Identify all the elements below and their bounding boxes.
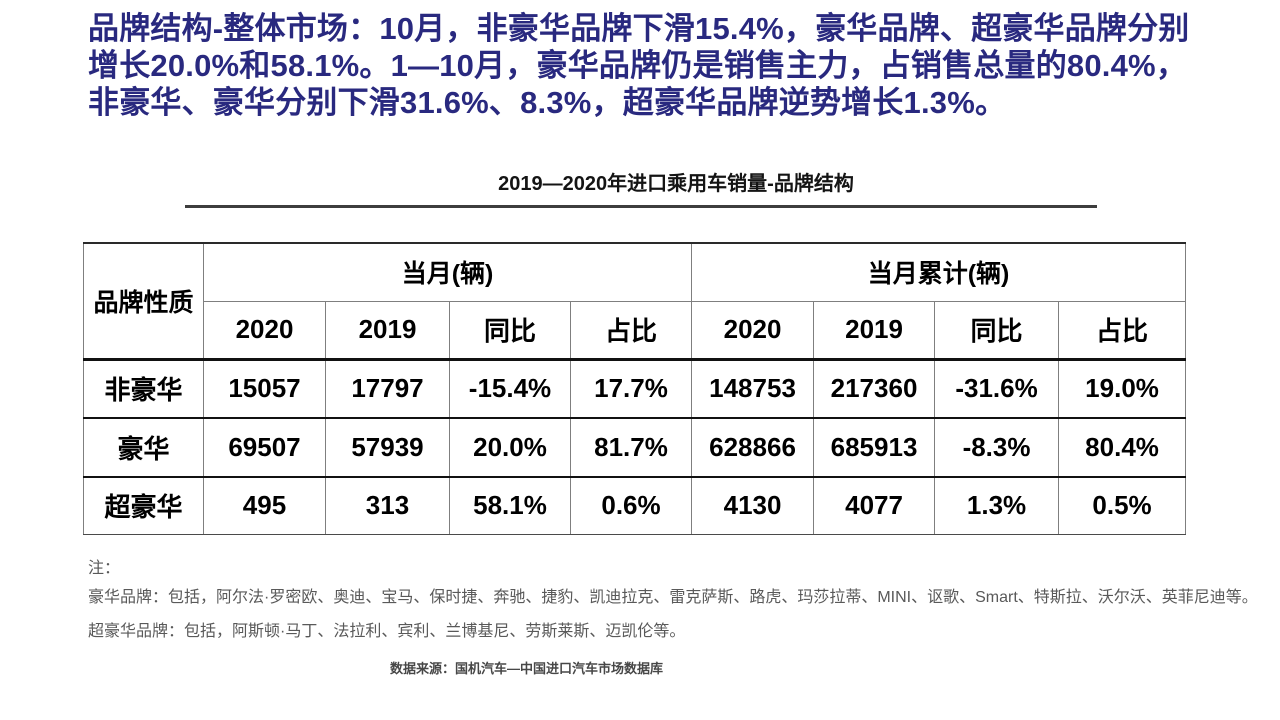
note-luxury-brands: 豪华品牌：包括，阿尔法·罗密欧、奥迪、宝马、保时捷、奔驰、捷豹、凯迪拉克、雷克萨… bbox=[88, 589, 1258, 606]
cell-month-2020: 69507 bbox=[203, 417, 326, 478]
cell-cum-yoy: -8.3% bbox=[934, 417, 1060, 478]
cell-month-2019: 17797 bbox=[325, 358, 450, 419]
cell-cum-yoy: -31.6% bbox=[934, 358, 1060, 419]
subheader-month-yoy: 同比 bbox=[449, 300, 571, 361]
table-row-non-luxury: 非豪华 15057 17797 -15.4% 17.7% 148753 2173… bbox=[83, 358, 1187, 419]
cell-cum-share: 0.5% bbox=[1058, 476, 1187, 535]
group-header-cumulative: 当月累计(辆) bbox=[691, 242, 1187, 302]
table-row-luxury: 豪华 69507 57939 20.0% 81.7% 628866 685913… bbox=[83, 417, 1187, 478]
cell-month-share: 0.6% bbox=[569, 476, 693, 535]
cell-month-yoy: -15.4% bbox=[449, 358, 571, 419]
cell-cum-2020: 148753 bbox=[691, 358, 815, 419]
row-label: 非豪华 bbox=[83, 358, 204, 419]
cell-cum-2019: 685913 bbox=[813, 417, 936, 478]
subheader-cum-2019: 2019 bbox=[813, 300, 936, 361]
cell-cum-share: 80.4% bbox=[1058, 417, 1187, 478]
cell-cum-share: 19.0% bbox=[1058, 358, 1187, 419]
row-label: 豪华 bbox=[83, 417, 204, 478]
cell-cum-2019: 217360 bbox=[813, 358, 936, 419]
table-title-block: 2019—2020年进口乘用车销量-品牌结构 bbox=[185, 167, 1097, 208]
row-label: 超豪华 bbox=[83, 476, 204, 535]
cell-cum-2020: 4130 bbox=[691, 476, 815, 535]
cell-month-2019: 313 bbox=[325, 476, 450, 535]
table-header-sub-row: 2020 2019 同比 占比 2020 2019 同比 占比 bbox=[84, 300, 1187, 361]
data-source-caption: 数据来源：国机汽车—中国进口汽车市场数据库 bbox=[390, 661, 664, 676]
cell-month-yoy: 20.0% bbox=[449, 417, 571, 478]
table-row-super-luxury: 超豪华 495 313 58.1% 0.6% 4130 4077 1.3% 0.… bbox=[83, 476, 1187, 535]
group-header-current-month: 当月(辆) bbox=[202, 242, 693, 302]
subheader-cum-share: 占比 bbox=[1058, 300, 1187, 361]
headline-text: 品牌结构-整体市场：10月，非豪华品牌下滑15.4%，豪华品牌、超豪华品牌分别增… bbox=[88, 11, 1190, 120]
table-header-group-row: 品牌性质 当月(辆) 当月累计(辆) bbox=[83, 242, 1187, 361]
note-label: 注： bbox=[88, 560, 121, 577]
cell-month-2019: 57939 bbox=[325, 417, 450, 478]
cell-month-2020: 495 bbox=[203, 476, 326, 535]
corner-header-brand-type: 品牌性质 bbox=[83, 242, 204, 361]
cell-month-share: 17.7% bbox=[569, 358, 693, 419]
subheader-cum-yoy: 同比 bbox=[934, 300, 1060, 361]
cell-cum-yoy: 1.3% bbox=[934, 476, 1060, 535]
cell-cum-2019: 4077 bbox=[813, 476, 936, 535]
cell-cum-2020: 628866 bbox=[691, 417, 815, 478]
note-super-luxury-brands: 超豪华品牌：包括，阿斯顿·马丁、法拉利、宾利、兰博基尼、劳斯莱斯、迈凯伦等。 bbox=[88, 623, 686, 640]
table-title: 2019—2020年进口乘用车销量-品牌结构 bbox=[498, 173, 854, 195]
subheader-cum-2020: 2020 bbox=[691, 300, 815, 361]
cell-month-share: 81.7% bbox=[569, 417, 693, 478]
brand-structure-table: 品牌性质 当月(辆) 当月累计(辆) 2020 2019 同比 占比 2020 … bbox=[83, 242, 1187, 535]
subheader-month-2019: 2019 bbox=[325, 300, 450, 361]
subheader-month-2020: 2020 bbox=[203, 300, 326, 361]
cell-month-2020: 15057 bbox=[203, 358, 326, 419]
subheader-month-share: 占比 bbox=[569, 300, 693, 361]
cell-month-yoy: 58.1% bbox=[449, 476, 571, 535]
